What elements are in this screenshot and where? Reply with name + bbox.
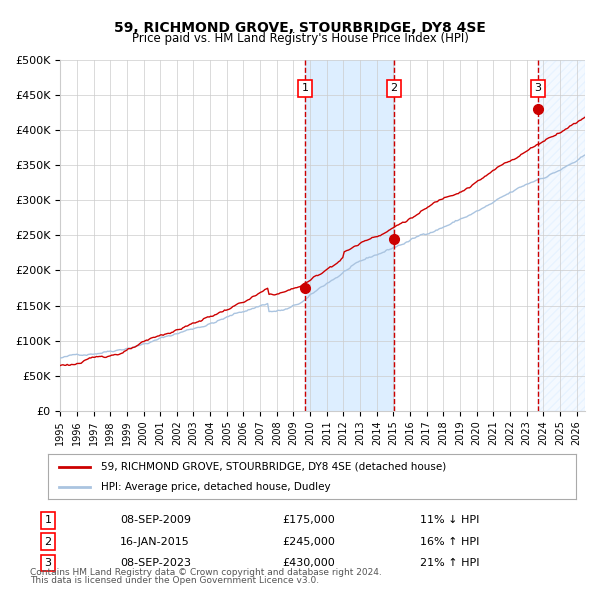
Text: 1: 1 [301,83,308,93]
Bar [538,60,585,411]
Text: £430,000: £430,000 [282,558,335,568]
Text: 1: 1 [44,516,52,525]
Text: This data is licensed under the Open Government Licence v3.0.: This data is licensed under the Open Gov… [30,576,319,585]
Text: £245,000: £245,000 [282,537,335,546]
Text: 08-SEP-2023: 08-SEP-2023 [120,558,191,568]
Text: 21% ↑ HPI: 21% ↑ HPI [420,558,479,568]
Text: 59, RICHMOND GROVE, STOURBRIDGE, DY8 4SE: 59, RICHMOND GROVE, STOURBRIDGE, DY8 4SE [114,21,486,35]
Text: Price paid vs. HM Land Registry's House Price Index (HPI): Price paid vs. HM Land Registry's House … [131,32,469,45]
Text: 59, RICHMOND GROVE, STOURBRIDGE, DY8 4SE (detached house): 59, RICHMOND GROVE, STOURBRIDGE, DY8 4SE… [101,462,446,471]
Text: 16% ↑ HPI: 16% ↑ HPI [420,537,479,546]
Bar [538,60,585,411]
Text: 3: 3 [535,83,542,93]
Text: 11% ↓ HPI: 11% ↓ HPI [420,516,479,525]
Text: 2: 2 [44,537,52,546]
Text: HPI: Average price, detached house, Dudley: HPI: Average price, detached house, Dudl… [101,483,331,493]
Text: 16-JAN-2015: 16-JAN-2015 [120,537,190,546]
Text: 2: 2 [391,83,398,93]
Text: £175,000: £175,000 [282,516,335,525]
Bar [305,60,394,411]
Text: 08-SEP-2009: 08-SEP-2009 [120,516,191,525]
Text: 3: 3 [44,558,52,568]
Text: Contains HM Land Registry data © Crown copyright and database right 2024.: Contains HM Land Registry data © Crown c… [30,568,382,577]
